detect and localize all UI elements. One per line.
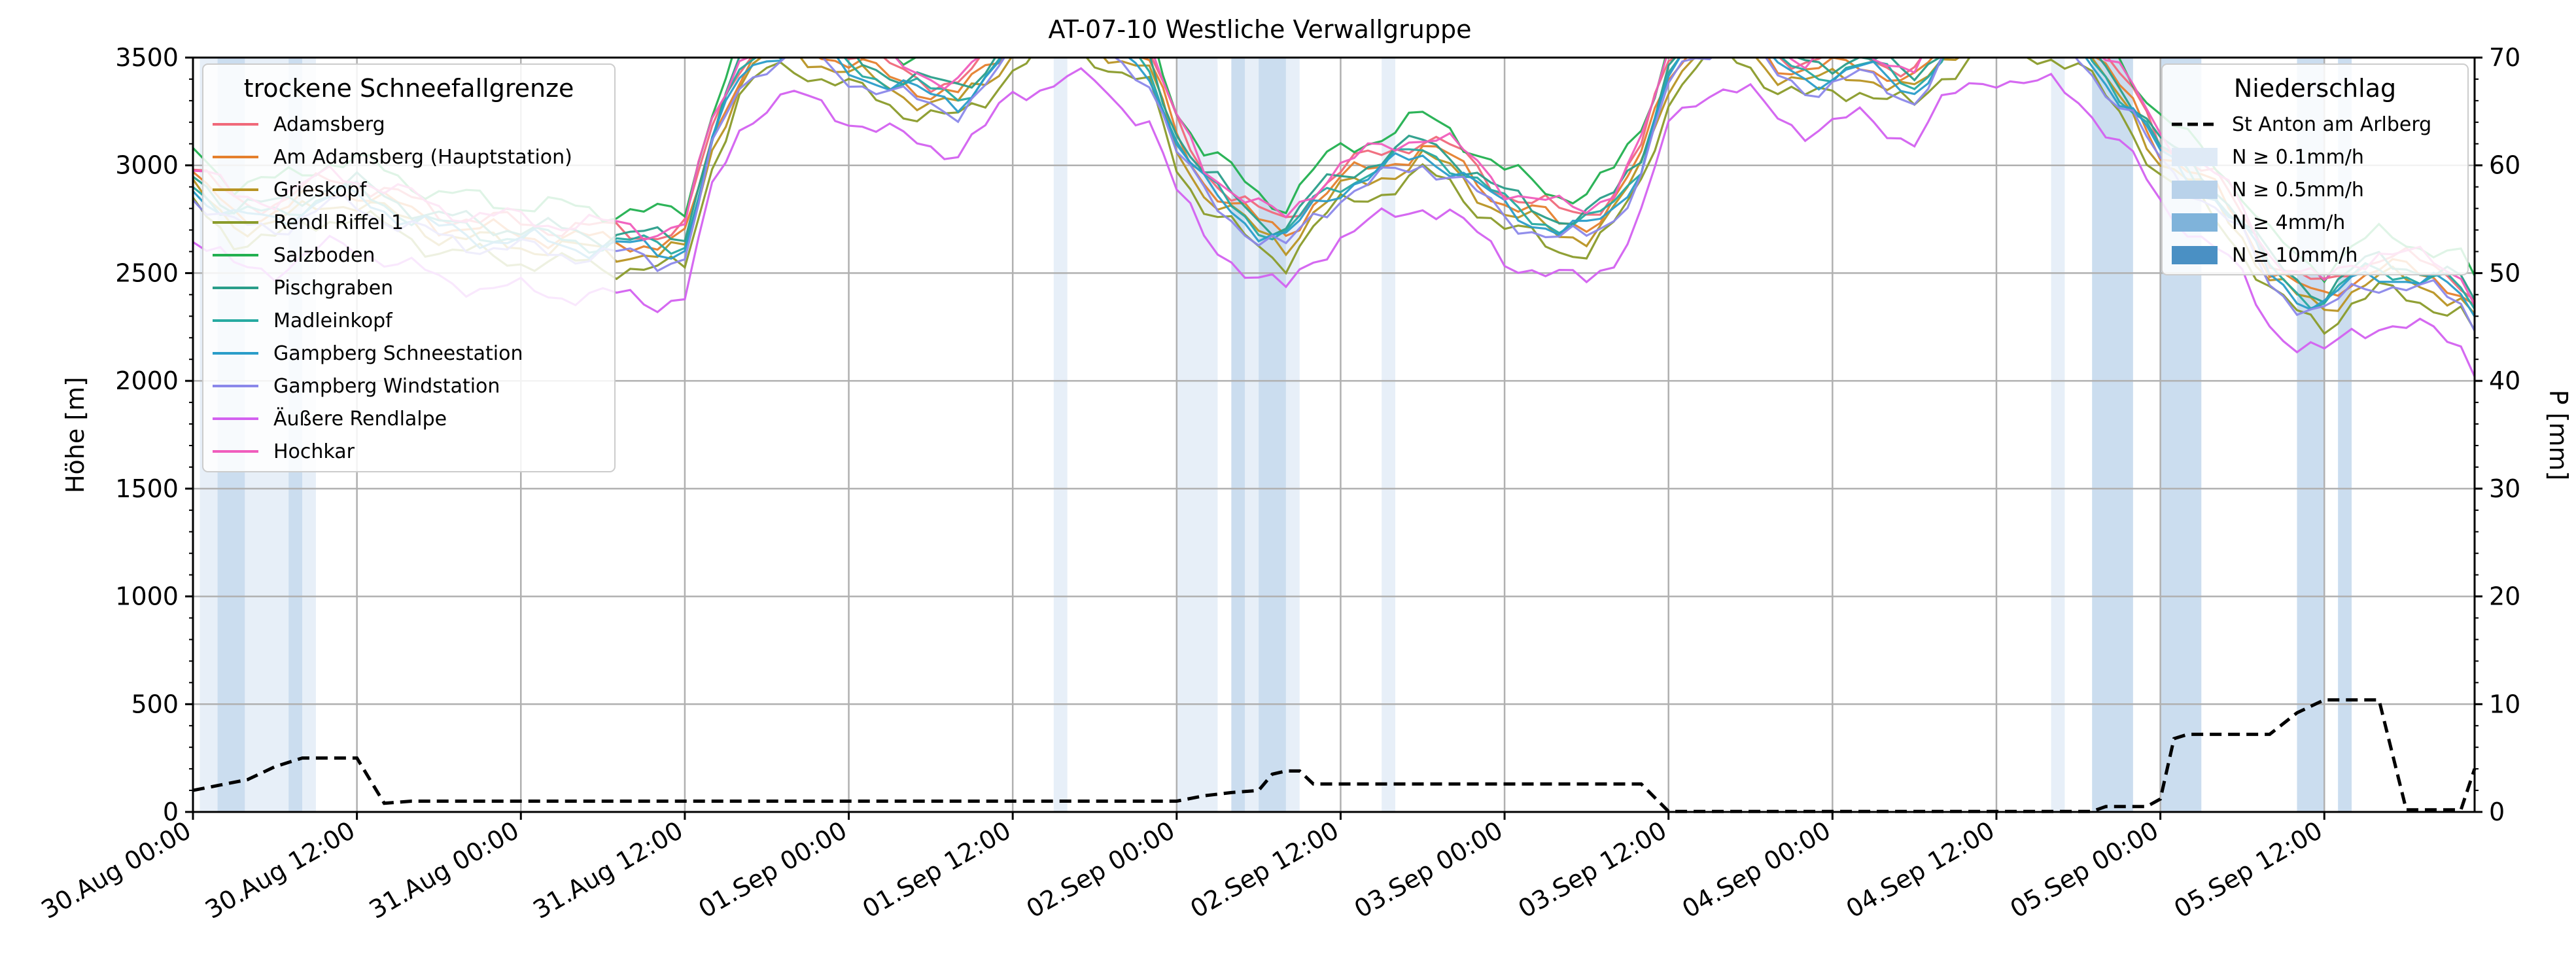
legend-left-label: Pischgraben [273, 277, 393, 300]
precip-band [1382, 58, 1395, 812]
precip-band [1176, 58, 1218, 812]
y-tick-label-right: 0 [2489, 798, 2505, 826]
y-tick-label-right: 20 [2489, 582, 2520, 611]
x-tick-label: 30.Aug 00:00 [37, 816, 196, 924]
plot-frame [192, 56, 2476, 813]
y-ticks-right: 0 10 20 30 40 50 60 70 [2475, 43, 2520, 826]
legend-left: trockene Schneefallgrenze Adamsberg Am Ad… [202, 63, 616, 472]
x-tick-label: 01.Sep 12:00 [858, 816, 1016, 924]
legend-left-title: trockene Schneefallgrenze [244, 74, 574, 103]
x-tick-label: 02.Sep 00:00 [1022, 816, 1180, 924]
y-tick-label-left: 0 [163, 798, 179, 826]
precip-band [1259, 58, 1286, 812]
y-tick-label-right: 30 [2489, 474, 2520, 503]
precip-line-group [192, 698, 2477, 813]
legend-right-label: N ≥ 4mm/h [2232, 211, 2345, 234]
y-tick-label-right: 40 [2489, 366, 2520, 395]
legend-left-label: Grieskopf [273, 179, 368, 202]
x-ticks: 30.Aug 00:00 30.Aug 12:00 31.Aug 00:00 31.A… [37, 812, 2327, 924]
legend-right: Niederschlag St Anton am Arlberg N ≥ 0.1… [2161, 63, 2469, 275]
legend-left-label: Am Adamsberg (Hauptstation) [273, 146, 572, 169]
y-tick-label-right: 60 [2489, 151, 2520, 180]
y-tick-label-left: 3000 [115, 151, 179, 180]
precip-band [1245, 58, 1259, 812]
legend-right-swatch [2172, 181, 2218, 199]
legend-left-label: Hochkar [273, 440, 355, 463]
x-tick-label: 05.Sep 12:00 [2169, 816, 2327, 924]
legend-right-swatch [2172, 148, 2218, 166]
y-tick-label-left: 2500 [115, 258, 179, 287]
y-tick-label-left: 500 [131, 690, 179, 718]
precip-band [2092, 58, 2133, 812]
x-tick-label: 03.Sep 12:00 [1514, 816, 1672, 924]
x-tick-label: 31.Aug 00:00 [364, 816, 524, 924]
legend-right-swatch [2172, 213, 2218, 232]
x-tick-label: 31.Aug 12:00 [528, 816, 688, 924]
y-tick-label-left: 2000 [115, 366, 179, 395]
precip-band [1285, 58, 1300, 812]
y-tick-label-right: 70 [2489, 43, 2520, 72]
y-tick-label-left: 1500 [115, 474, 179, 503]
legend-right-box [2161, 63, 2469, 275]
legend-left-label: Gampberg Schneestation [273, 342, 523, 365]
precip-band [1231, 58, 1245, 812]
legend-left-items: Adamsberg Am Adamsberg (Hauptstation) Grie… [213, 113, 572, 463]
x-tick-label: 30.Aug 12:00 [200, 816, 360, 924]
x-tick-label: 02.Sep 12:00 [1185, 816, 1344, 924]
legend-left-label: Adamsberg [273, 113, 385, 136]
legend-left-label: Gampberg Windstation [273, 375, 500, 398]
x-tick-label: 01.Sep 00:00 [693, 816, 852, 924]
legend-right-swatch [2172, 246, 2218, 264]
precip-band [2051, 58, 2065, 812]
legend-left-box [202, 63, 616, 472]
x-tick-label: 03.Sep 00:00 [1349, 816, 1508, 924]
y-ticks-left: 0 500 1000 1500 2000 2500 3000 3500 [115, 43, 193, 826]
legend-right-label: N ≥ 10mm/h [2232, 244, 2358, 267]
legend-left-label: Rendl Riffel 1 [273, 211, 404, 234]
chart-title: AT-07-10 Westliche Verwallgruppe [1049, 15, 1472, 44]
legend-left-label: Äußere Rendlalpe [273, 407, 447, 431]
legend-right-label: N ≥ 0.1mm/h [2232, 146, 2364, 169]
y-tick-label-right: 10 [2489, 690, 2520, 718]
legend-left-label: Madleinkopf [273, 309, 393, 332]
x-tick-label: 04.Sep 12:00 [1841, 816, 2000, 924]
y-tick-label-left: 3500 [115, 43, 179, 72]
legend-right-title: Niederschlag [2234, 74, 2396, 103]
precip-band [1053, 58, 1068, 812]
y-tick-label-left: 1000 [115, 582, 179, 611]
legend-right-items: N ≥ 0.1mm/h N ≥ 0.5mm/h N ≥ 4mm/h N ≥ 10mm/… [2172, 146, 2364, 267]
y-axis-left-label: Höhe [m] [61, 377, 90, 493]
y-tick-label-right: 50 [2489, 258, 2520, 287]
precip-line [192, 698, 2477, 813]
legend-left-label: Salzboden [273, 244, 375, 267]
legend-right-label: N ≥ 0.5mm/h [2232, 179, 2364, 202]
legend-precip-line-label: St Anton am Arlberg [2232, 113, 2431, 136]
y-axis-right-label: P [mm] [2544, 390, 2573, 481]
x-tick-label: 04.Sep 00:00 [1677, 816, 1836, 924]
x-tick-label: 05.Sep 00:00 [2005, 816, 2163, 924]
